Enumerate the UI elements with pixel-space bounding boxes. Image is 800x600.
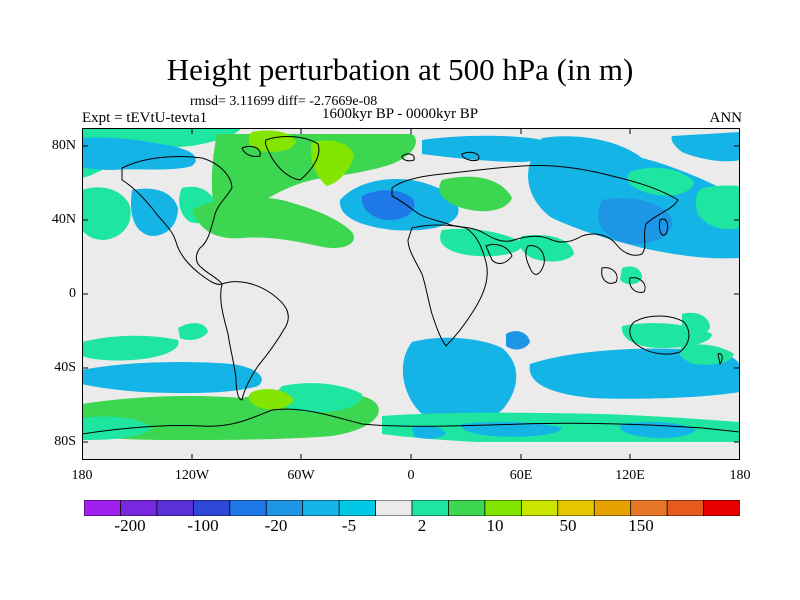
colorbar-label: 10 [486,516,504,535]
map-title: Height perturbation at 500 hPa (in m) [166,52,634,87]
lon-tick-label: 60E [509,468,533,483]
colorbar-label: 50 [559,516,577,535]
colorbar-swatch [375,500,413,516]
colorbar-label: 2 [417,516,427,535]
contour-region [679,344,734,365]
experiment-label: Expt = tEVtU-tevta1 [82,110,208,126]
colorbar-swatch [302,500,340,516]
lat-tick-label: 40N [51,212,76,227]
lon-tick-label: 180 [729,468,751,483]
contour-region [440,228,523,257]
contour-region [461,421,562,437]
contour-region [192,197,354,249]
contour-region [621,323,712,348]
contour-region [671,132,740,162]
season-label: ANN [709,110,743,126]
colorbar-swatch [265,500,304,516]
contour-map [82,128,740,460]
contour-region [82,187,131,240]
colorbar-swatch [703,500,740,516]
axis-ticks [82,128,740,460]
contour-region [248,130,296,152]
lon-tick-label: 180 [71,468,93,483]
colorbar [84,500,740,516]
lat-tick-label: 0 [69,286,76,301]
stats-label: rmsd= 3.11699 diff= -2.7669e-08 [190,94,378,109]
lon-tick-label: 120E [615,468,645,483]
contour-region [627,167,694,196]
colorbar-swatch [520,500,559,516]
contour-region [82,335,179,361]
colorbar-label: -20 [264,516,288,535]
contour-region [276,383,363,413]
contour-region [412,426,446,439]
colorbar-swatch [229,500,267,516]
contour-region [130,188,178,236]
colorbar-swatch [411,500,450,516]
contour-region [695,185,740,230]
lon-tick-label: 120W [174,468,210,483]
contour-region [528,136,740,259]
lon-tick-label: 0 [407,468,415,483]
contour-region [82,137,196,170]
contour-region [361,190,415,220]
colorbar-swatch [484,500,523,516]
contour-region [598,198,673,245]
colorbar-swatch [448,500,486,516]
lat-tick-label: 40S [54,360,76,375]
contour-region [506,331,530,350]
coastlines [82,136,740,435]
colorbar-label: -200 [114,516,146,535]
colorbar-swatch [666,500,705,516]
period-label: 1600kyr BP - 0000kyr BP [322,106,479,122]
contour-region [310,140,354,186]
contour-region [178,323,208,340]
contour-region [82,442,740,460]
lat-tick-label: 80S [54,434,76,449]
contour-region [402,337,517,424]
colorbar-label: 150 [628,516,654,535]
colorbar-swatch [593,500,632,516]
contour-region [82,416,152,440]
colorbar-label: -100 [187,516,219,535]
colorbar-swatch [630,500,668,516]
colorbar-swatch [120,500,158,516]
contour-region [82,362,262,394]
colorbar-swatch [84,500,122,516]
colorbar-swatch [557,500,595,516]
contour-region [439,176,512,212]
lat-tick-label: 80N [51,138,76,153]
lon-tick-label: 60W [287,468,315,483]
colorbar-swatch [192,500,231,516]
colorbar-swatch [156,500,195,516]
colorbar-swatch [338,500,377,516]
contour-region [422,135,556,162]
contour-region [248,389,294,410]
colorbar-label: -5 [341,516,357,535]
contour-region [620,266,642,285]
